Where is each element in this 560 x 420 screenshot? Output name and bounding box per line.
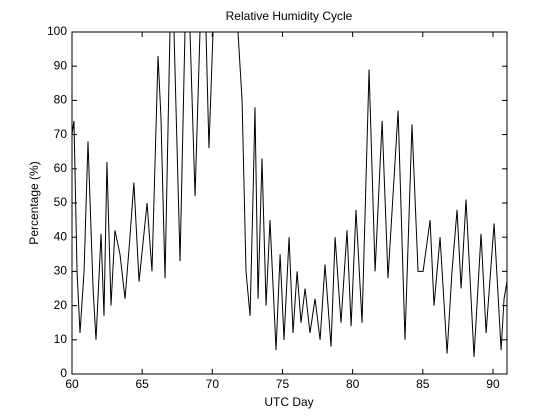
x-tick-label: 80: [346, 377, 360, 391]
y-tick-label: 90: [54, 58, 68, 72]
x-tick-label: 75: [276, 377, 290, 391]
y-tick-label: 50: [54, 195, 68, 209]
y-tick-label: 80: [54, 93, 68, 107]
y-tick-label: 0: [60, 366, 67, 380]
y-tick-label: 100: [47, 24, 67, 38]
chart-title: Relative Humidity Cycle: [226, 9, 353, 23]
y-tick-label: 30: [54, 264, 68, 278]
x-tick-label: 65: [135, 377, 149, 391]
data-line: [71, 31, 508, 357]
x-tick-label: 70: [206, 377, 220, 391]
y-axis-label: Percentage (%): [27, 161, 41, 244]
x-tick-label: 90: [486, 377, 500, 391]
y-tick-label: 60: [54, 161, 68, 175]
y-tick-label: 10: [54, 332, 68, 346]
x-axis-label: UTC Day: [264, 395, 313, 409]
y-tick-label: 20: [54, 298, 68, 312]
x-tick-label: 85: [416, 377, 430, 391]
x-tick-label: 60: [65, 377, 79, 391]
y-tick-label: 40: [54, 229, 68, 243]
y-tick-label: 70: [54, 127, 68, 141]
